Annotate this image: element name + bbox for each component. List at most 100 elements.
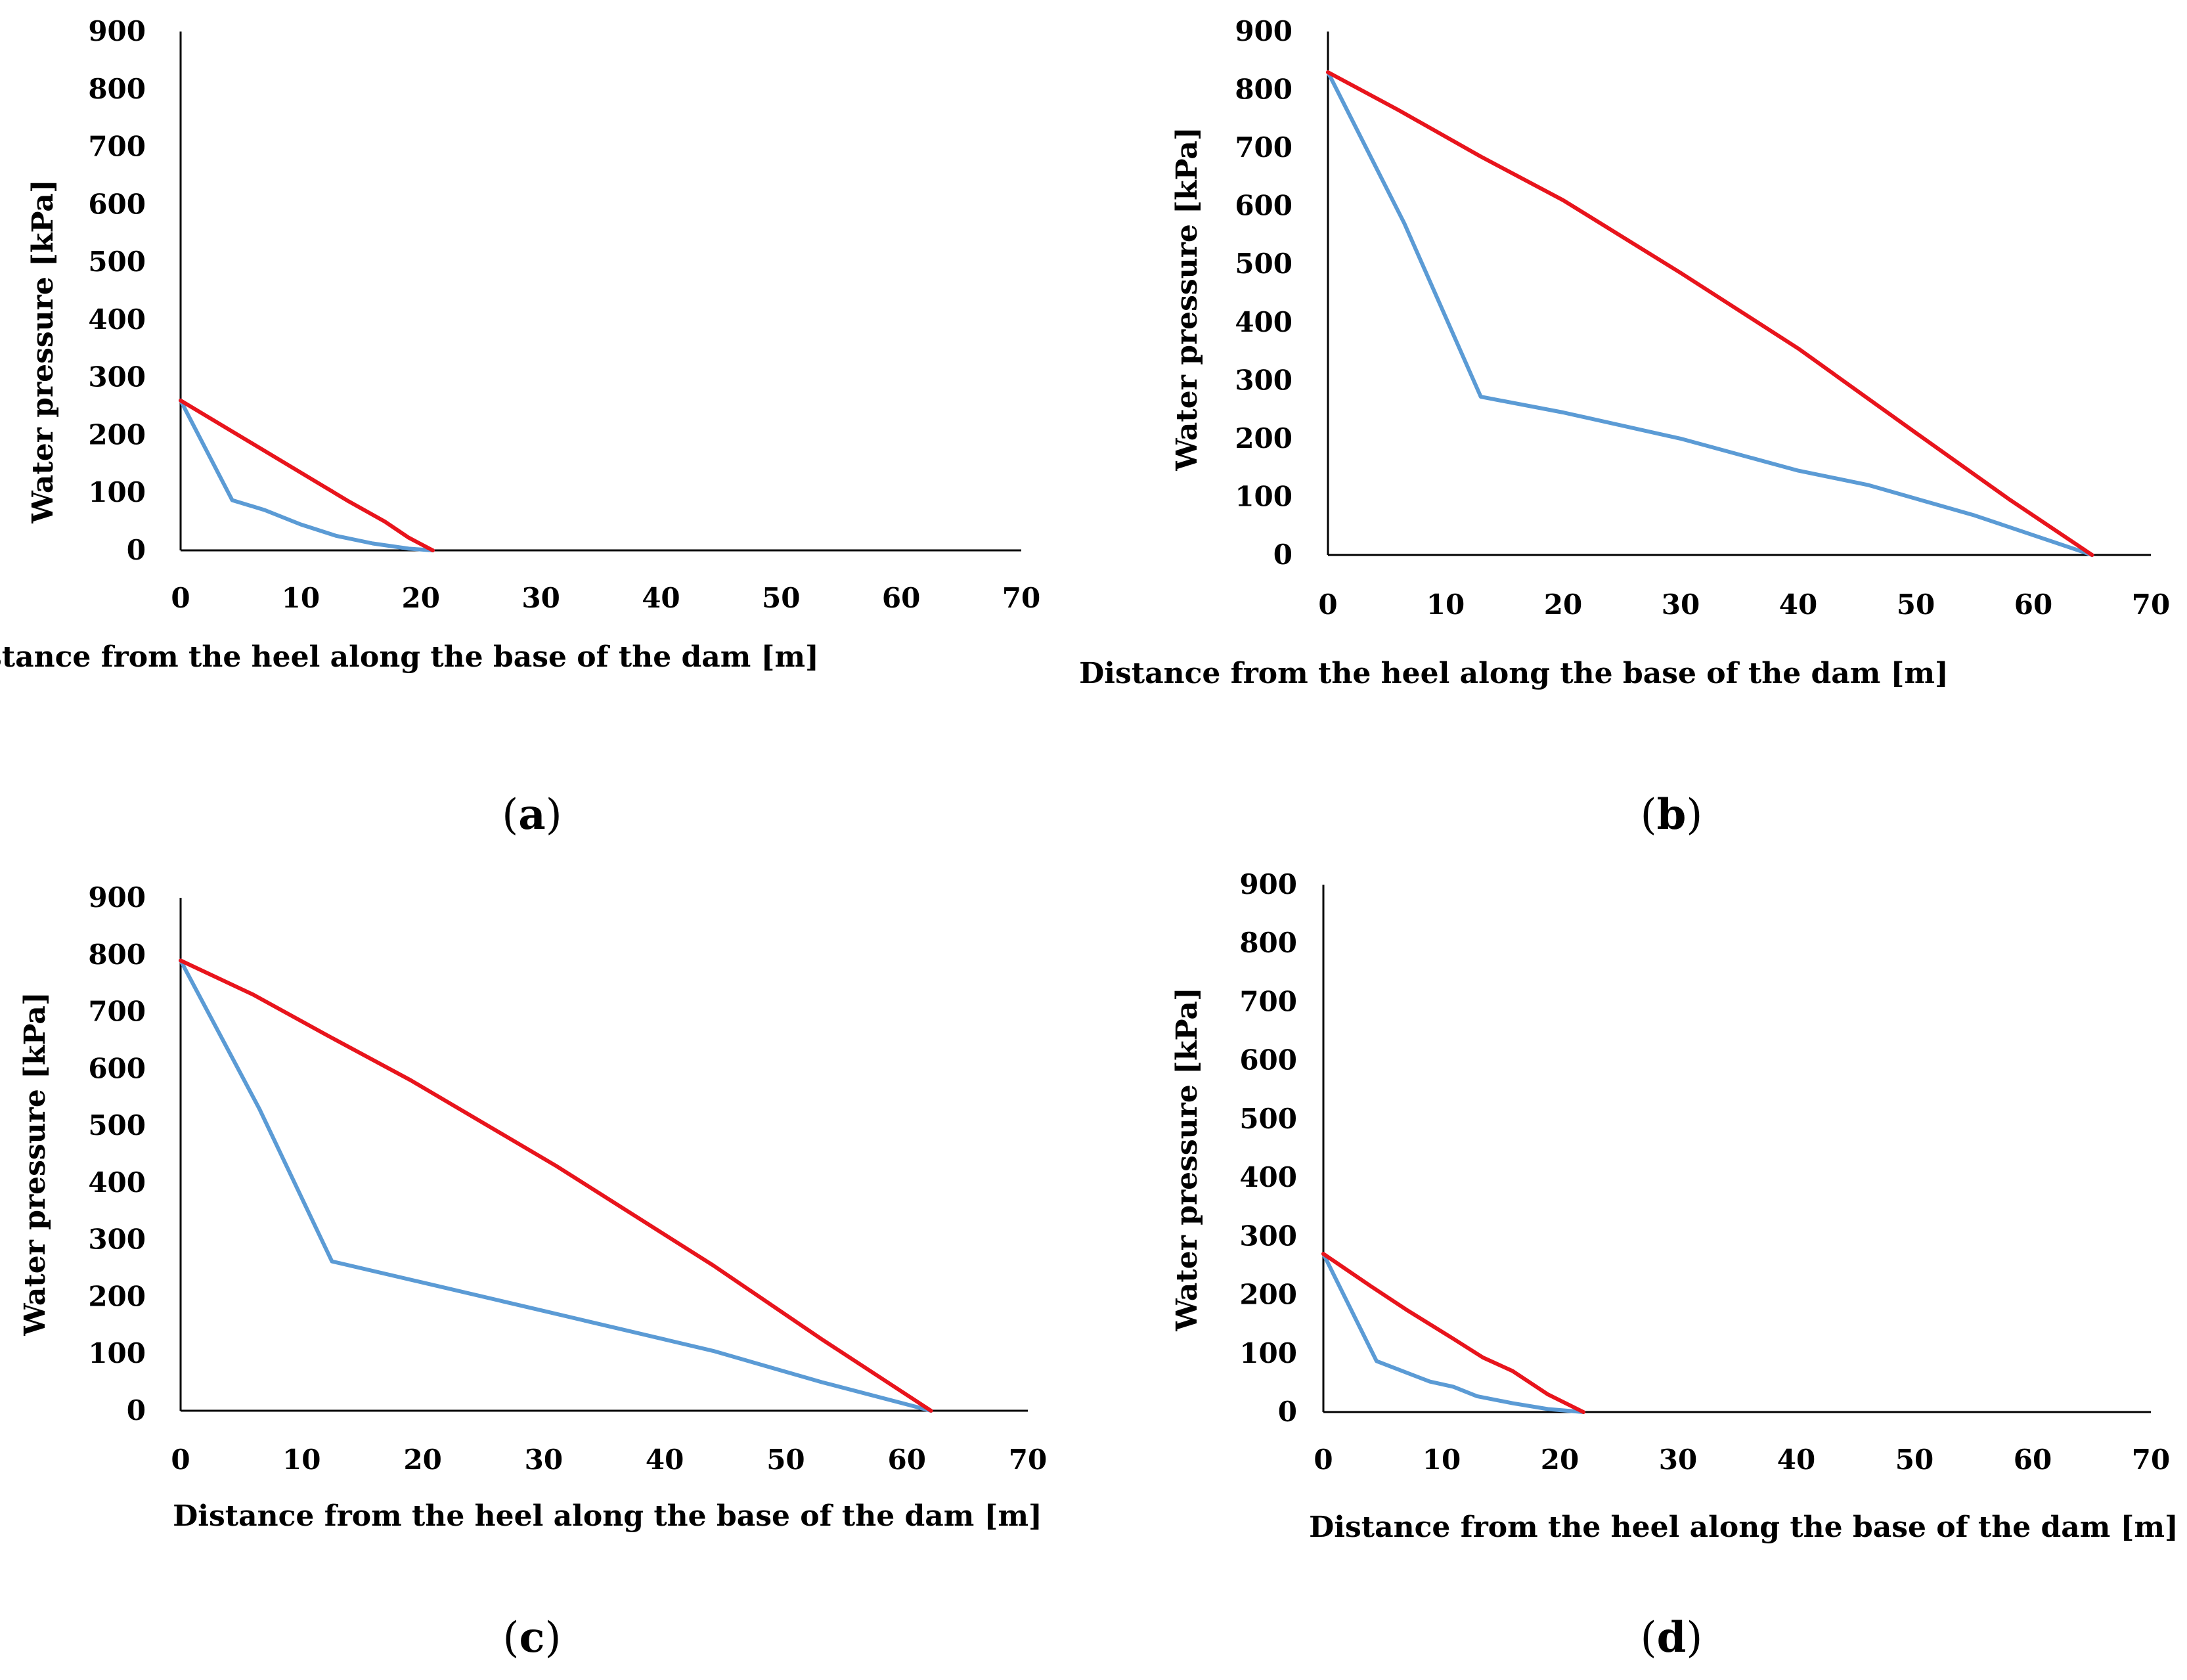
panel-b-y-tick-label: 900: [1235, 15, 1292, 47]
panel-c-y-tick-label: 600: [88, 1052, 146, 1084]
panel-c-label-letter: c: [519, 1613, 545, 1662]
panel-a-x-tick-label: 60: [882, 582, 920, 614]
panel-c-label-close: ): [544, 1614, 561, 1662]
panel-a-x-tick-label: 40: [642, 582, 680, 614]
panel-d-y-tick-label: 400: [1239, 1161, 1297, 1193]
panel-b-x-tick-label: 50: [1897, 588, 1935, 621]
panel-b-y-tick-label: 200: [1235, 422, 1292, 454]
panel-c-y-tick-label: 100: [88, 1337, 146, 1369]
panel-a-y-tick-label: 0: [127, 534, 146, 566]
panel-a-label-open: (: [502, 791, 518, 839]
panel-b-label: (b): [1641, 790, 1703, 839]
panel-c: 0 100 200 300 400 500 600 700 800 900 0 10 20 30 40 50 6…: [18, 881, 1047, 1662]
panel-d-y-tick-label: 300: [1239, 1220, 1297, 1252]
panel-d-y-tick-label: 900: [1239, 868, 1297, 900]
panel-b-y-tick-label: 0: [1273, 539, 1292, 571]
panel-b-y-tick-label: 100: [1235, 480, 1292, 512]
panel-b-x-tick-label: 30: [1662, 588, 1700, 621]
panel-a-series-blue-line: [179, 398, 435, 552]
panel-d-x-tick-label: 40: [1777, 1444, 1815, 1476]
panel-b-x-tick-label: 0: [1318, 588, 1337, 621]
panel-a-y-tick-label: 600: [88, 188, 146, 220]
panel-c-y-tick-label: 700: [88, 996, 146, 1028]
panel-d-y-tick-label: 800: [1239, 927, 1297, 959]
panel-a-x-axis-title: Distance from the heel along the base of…: [0, 640, 819, 674]
panel-c-y-tick-label: 900: [88, 881, 146, 914]
panel-d-plot: 0 100 200 300 400 500 600 700 800 900 0 10 20 30 40 50 6…: [1239, 868, 2170, 1476]
panel-a-plot: 0 100 200 300 400 500 600 700 800 900 0 10 20 30 40 50 6…: [88, 15, 1040, 614]
panel-a-label-close: ): [546, 791, 562, 839]
panel-a-y-tick-label: 900: [88, 15, 146, 47]
panel-c-y-tick-label: 0: [127, 1394, 146, 1426]
panel-d-x-axis-title: Distance from the heel along the base of…: [1309, 1511, 2178, 1544]
panel-d-y-axis-title: Water pressure [kPa]: [1170, 987, 1204, 1331]
panel-b-plot: 0 100 200 300 400 500 600 700 800 900 0 10 20 30 40 50 6…: [1235, 15, 2170, 621]
panel-d-series-blue-line: [1321, 1252, 1585, 1414]
panel-d-y-tick-label: 700: [1239, 985, 1297, 1017]
panel-a-x-tick-label: 70: [1002, 582, 1040, 614]
panel-d-y-tick-label: 100: [1239, 1337, 1297, 1369]
panel-d: 0 100 200 300 400 500 600 700 800 900 0 10 20 30 40 50 6…: [1170, 868, 2178, 1662]
panel-b-y-axis-title: Water pressure [kPa]: [1170, 127, 1204, 471]
panel-b-x-tick-label: 10: [1426, 588, 1465, 621]
panel-c-series-blue-line: [179, 958, 933, 1413]
panel-d-x-tick-label: 50: [1895, 1444, 1933, 1476]
panel-a-label-letter: a: [518, 790, 545, 839]
panel-b-x-tick-label: 20: [1544, 588, 1582, 621]
panel-d-x-tick-label: 30: [1659, 1444, 1697, 1476]
panel-a-series-red-line: [179, 398, 435, 552]
panel-a-y-tick-label: 100: [88, 476, 146, 508]
panel-a: 0 100 200 300 400 500 600 700 800 900 0 10 20 30 40 50 6…: [0, 15, 1040, 839]
panel-b-y-tick-label: 700: [1235, 131, 1292, 164]
panel-d-series-red-line: [1321, 1252, 1585, 1414]
panel-b-y-tick-label: 500: [1235, 248, 1292, 280]
panel-b-y-tick-label: 300: [1235, 364, 1292, 396]
panel-b-label-open: (: [1641, 791, 1657, 839]
panel-b-y-tick-label: 400: [1235, 306, 1292, 338]
panel-b-x-axis-title: Distance from the heel along the base of…: [1079, 657, 1949, 690]
panel-c-x-tick-label: 30: [525, 1444, 563, 1476]
panel-a-y-tick-label: 300: [88, 361, 146, 393]
panel-c-y-tick-label: 500: [88, 1109, 146, 1141]
panel-c-y-axis-title: Water pressure [kPa]: [18, 992, 52, 1336]
panel-c-y-tick-label: 200: [88, 1280, 146, 1312]
panel-c-label: (c): [503, 1613, 562, 1662]
panel-a-x-tick-label: 50: [762, 582, 800, 614]
panel-c-x-tick-label: 0: [171, 1444, 190, 1476]
panel-d-y-tick-label: 600: [1239, 1044, 1297, 1076]
panel-d-label-open: (: [1641, 1614, 1657, 1662]
panel-d-y-tick-label: 200: [1239, 1279, 1297, 1311]
panel-b-series-blue-line: [1326, 70, 2094, 557]
panel-d-y-tick-label: 0: [1278, 1396, 1297, 1428]
panel-d-x-tick-label: 20: [1541, 1444, 1579, 1476]
panel-b-y-tick-label: 800: [1235, 74, 1292, 106]
panel-b-x-tick-label: 60: [2014, 588, 2052, 621]
panel-a-y-axis-title: Water pressure [kPa]: [26, 179, 60, 523]
panel-d-label-letter: d: [1657, 1613, 1687, 1662]
panel-a-y-tick-label: 500: [88, 246, 146, 278]
panel-b-x-tick-label: 70: [2132, 588, 2170, 621]
panel-a-y-tick-label: 700: [88, 131, 146, 163]
panel-a-y-tick-label: 200: [88, 418, 146, 451]
panel-a-y-tick-label: 400: [88, 303, 146, 336]
panel-c-series-red-line: [179, 958, 933, 1413]
panel-c-y-tick-label: 400: [88, 1166, 146, 1199]
panel-a-x-tick-label: 20: [401, 582, 439, 614]
panel-c-x-axis-title: Distance from the heel along the base of…: [173, 1499, 1042, 1533]
panel-c-x-tick-label: 50: [766, 1444, 805, 1476]
panel-d-label-close: ): [1686, 1614, 1702, 1662]
panel-b-label-close: ): [1686, 791, 1702, 839]
panel-d-x-tick-label: 0: [1314, 1444, 1333, 1476]
panel-a-label: (a): [502, 790, 562, 839]
panel-a-y-tick-label: 800: [88, 73, 146, 105]
panel-c-x-tick-label: 70: [1009, 1444, 1047, 1476]
panel-d-y-tick-label: 500: [1239, 1103, 1297, 1135]
panel-b-x-tick-label: 40: [1779, 588, 1817, 621]
panel-c-x-tick-label: 40: [646, 1444, 684, 1476]
panel-d-label: (d): [1641, 1613, 1703, 1662]
panel-d-x-tick-label: 10: [1423, 1444, 1461, 1476]
panel-c-y-tick-label: 800: [88, 939, 146, 971]
panel-a-x-tick-label: 30: [521, 582, 560, 614]
panel-d-x-tick-label: 70: [2132, 1444, 2170, 1476]
